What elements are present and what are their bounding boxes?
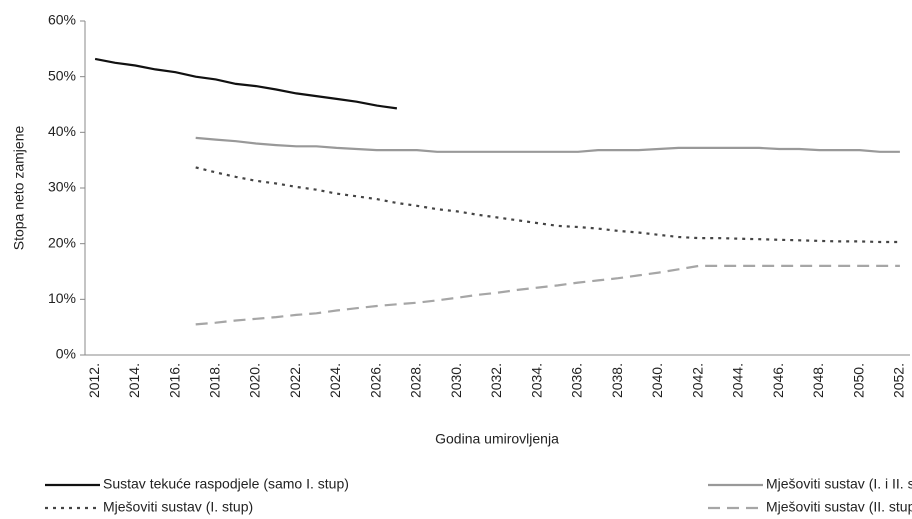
x-tick-label: 2016. — [166, 363, 182, 398]
legend-label: Mješoviti sustav (I. i II. stup) — [766, 476, 912, 492]
x-tick-label: 2030. — [448, 363, 464, 398]
series-line — [195, 264, 900, 326]
x-tick-label: 2034. — [528, 363, 544, 398]
x-tick-label: 2040. — [649, 363, 665, 398]
legend-label: Mješoviti sustav (II. stup) — [766, 499, 912, 515]
x-tick-label: 2050. — [850, 363, 866, 398]
x-tick-label: 2038. — [609, 363, 625, 398]
legend-label: Sustav tekuće raspodjele (samo I. stup) — [103, 476, 349, 492]
y-tick-label: 60% — [48, 12, 76, 28]
x-tick-label: 2052. — [891, 363, 907, 398]
y-tick-label: 50% — [48, 67, 76, 83]
y-tick-label: 30% — [48, 179, 76, 195]
x-tick-label: 2026. — [367, 363, 383, 398]
x-tick-label: 2048. — [810, 363, 826, 398]
series-line — [195, 166, 900, 244]
x-tick-label: 2044. — [730, 363, 746, 398]
x-tick-label: 2028. — [408, 363, 424, 398]
x-tick-label: 2024. — [327, 363, 343, 398]
y-tick-label: 40% — [48, 123, 76, 139]
x-tick-label: 2032. — [488, 363, 504, 398]
x-tick-label: 2046. — [770, 363, 786, 398]
x-tick-label: 2012. — [86, 363, 102, 398]
x-tick-label: 2020. — [247, 363, 263, 398]
y-tick-label: 10% — [48, 290, 76, 306]
y-tick-label: 20% — [48, 234, 76, 250]
y-axis-label: Stopa neto zamjene — [11, 126, 27, 251]
x-tick-label: 2022. — [287, 363, 303, 398]
x-tick-label: 2018. — [206, 363, 222, 398]
x-tick-label: 2014. — [126, 363, 142, 398]
series-line — [94, 57, 398, 110]
y-tick-label: 0% — [56, 346, 76, 362]
x-tick-label: 2036. — [569, 363, 585, 398]
series-line — [195, 136, 900, 153]
x-axis-label: Godina umirovljenja — [435, 431, 559, 447]
legend-label: Mješoviti sustav (I. stup) — [103, 499, 253, 515]
x-tick-label: 2042. — [689, 363, 705, 398]
